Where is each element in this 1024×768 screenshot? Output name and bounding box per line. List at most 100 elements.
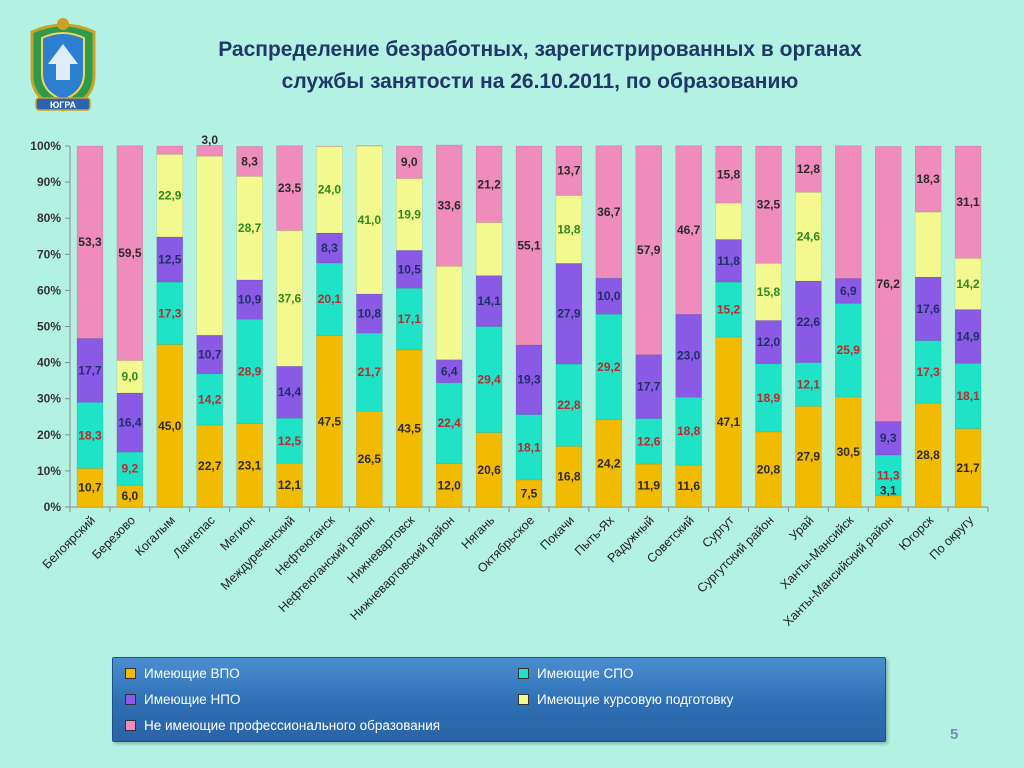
data-label-npo: 14,4 xyxy=(278,385,302,399)
bar-segment-none xyxy=(276,145,303,231)
legend-label-spo: Имеющие СПО xyxy=(537,665,634,681)
bar-segment-kurs xyxy=(196,155,223,336)
data-label-spo: 28,9 xyxy=(238,364,262,378)
y-tick-label: 100% xyxy=(30,139,61,153)
bar-segment-none xyxy=(874,146,902,422)
data-label-spo: 29,4 xyxy=(477,373,501,387)
y-tick-label: 10% xyxy=(37,464,61,478)
data-label-vpo: 47,5 xyxy=(318,414,342,428)
data-label-npo: 14,1 xyxy=(477,294,501,308)
data-label-none: 59,5 xyxy=(118,246,142,260)
data-label-npo: 9,3 xyxy=(880,431,897,445)
bar-segment-spo xyxy=(276,417,303,464)
bar-segment-none xyxy=(236,146,263,177)
bar-segment-vpo xyxy=(515,479,543,508)
data-label-none: 46,7 xyxy=(677,223,701,237)
bar-segment-npo xyxy=(795,280,822,363)
data-label-none: 32,5 xyxy=(757,198,781,212)
bar-segment-npo xyxy=(356,293,383,334)
data-label-spo: 22,8 xyxy=(557,398,581,412)
y-tick-label: 60% xyxy=(37,283,61,297)
bar-segment-kurs xyxy=(954,258,982,310)
bar-segment-vpo xyxy=(795,406,822,508)
x-category-label: Нижневартовск xyxy=(344,513,417,586)
bar-segment-kurs xyxy=(435,265,463,360)
data-label-none: 31,1 xyxy=(956,195,980,209)
bar-segment-spo xyxy=(595,313,623,420)
data-label-spo: 12,5 xyxy=(278,434,302,448)
bar-segment-kurs xyxy=(116,360,144,394)
page-number: 5 xyxy=(950,726,959,743)
data-label-none: 13,7 xyxy=(557,164,581,178)
data-label-spo: 12,1 xyxy=(797,377,821,391)
data-label-none: 12,8 xyxy=(797,162,821,176)
data-label-kurs: 41,0 xyxy=(358,213,382,227)
y-tick-label: 30% xyxy=(37,392,61,406)
bar-segment-kurs xyxy=(475,222,503,276)
data-label-npo: 12,0 xyxy=(757,335,781,349)
data-label-vpo: 7,5 xyxy=(521,486,538,500)
title-line-2: службы занятости на 26.10.2011, по образ… xyxy=(281,70,799,93)
bar-segment-spo xyxy=(874,454,902,497)
bar-segment-none xyxy=(156,145,184,155)
data-label-spo: 17,3 xyxy=(158,306,182,320)
data-label-npo: 17,6 xyxy=(916,302,940,316)
data-label-none: 18,3 xyxy=(916,172,940,186)
data-label-npo: 10,5 xyxy=(398,262,422,276)
data-label-vpo: 24,2 xyxy=(597,456,621,470)
bar-segment-spo xyxy=(555,363,583,447)
legend-label-kurs: Имеющие курсовую подготовку xyxy=(537,691,734,707)
bar-segment-npo xyxy=(835,278,862,304)
bar-segment-spo xyxy=(954,363,982,429)
data-label-spo: 25,9 xyxy=(837,343,861,357)
legend-item-kurs: Имеющие курсовую подготовку xyxy=(518,689,733,709)
data-label-spo: 14,2 xyxy=(198,392,222,406)
bar-segment-none xyxy=(755,145,782,264)
bar-segment-none xyxy=(396,145,423,179)
bar-segment-vpo xyxy=(675,464,702,508)
data-label-npo: 17,7 xyxy=(78,363,102,377)
bar-segment-vpo xyxy=(715,336,742,508)
bar-segment-none xyxy=(595,145,623,279)
data-label-vpo: 12,0 xyxy=(437,478,461,492)
bar-segment-spo xyxy=(435,382,463,464)
bar-segment-none xyxy=(116,145,144,361)
x-category-label: Мегион xyxy=(217,513,257,553)
data-label-npo: 10,7 xyxy=(198,347,222,361)
bar-segment-kurs xyxy=(914,211,942,278)
x-category-label: Урай xyxy=(787,513,817,543)
x-category-label: Белоярский xyxy=(40,513,98,571)
bar-segment-vpo xyxy=(156,344,184,508)
legend-swatch-vpo xyxy=(125,667,136,679)
x-category-label: Покачи xyxy=(538,513,578,553)
bar-segment-kurs xyxy=(396,178,423,251)
bar-segment-npo xyxy=(76,338,104,403)
y-tick-label: 80% xyxy=(37,211,61,225)
bar-segment-npo xyxy=(396,250,423,289)
bar-segment-spo xyxy=(316,262,343,336)
data-label-vpo: 6,0 xyxy=(122,489,139,503)
bar-segment-vpo xyxy=(236,423,263,508)
data-label-npo: 10,9 xyxy=(238,293,262,307)
data-label-npo: 16,4 xyxy=(118,416,142,430)
data-label-kurs: 28,7 xyxy=(238,221,262,235)
data-label-vpo: 45,0 xyxy=(158,419,182,433)
data-label-spo: 29,2 xyxy=(597,360,621,374)
data-label-kurs: 37,6 xyxy=(278,291,302,305)
data-label-vpo: 26,5 xyxy=(358,452,382,466)
bar-segment-npo xyxy=(635,354,662,419)
bar-segment-npo xyxy=(914,276,942,341)
y-tick-label: 40% xyxy=(37,356,61,370)
data-label-spo: 18,1 xyxy=(517,440,541,454)
bar-segment-vpo xyxy=(555,446,583,508)
data-label-npo: 27,9 xyxy=(557,307,581,321)
bar-segment-vpo xyxy=(396,349,423,508)
data-label-vpo: 11,9 xyxy=(637,479,660,493)
data-label-vpo: 27,9 xyxy=(797,450,821,464)
bar-segment-kurs xyxy=(236,176,263,281)
y-tick-label: 50% xyxy=(37,320,61,334)
bar-segment-kurs xyxy=(795,191,822,282)
data-label-npo: 10,8 xyxy=(358,307,382,321)
data-label-vpo: 30,5 xyxy=(837,445,861,459)
